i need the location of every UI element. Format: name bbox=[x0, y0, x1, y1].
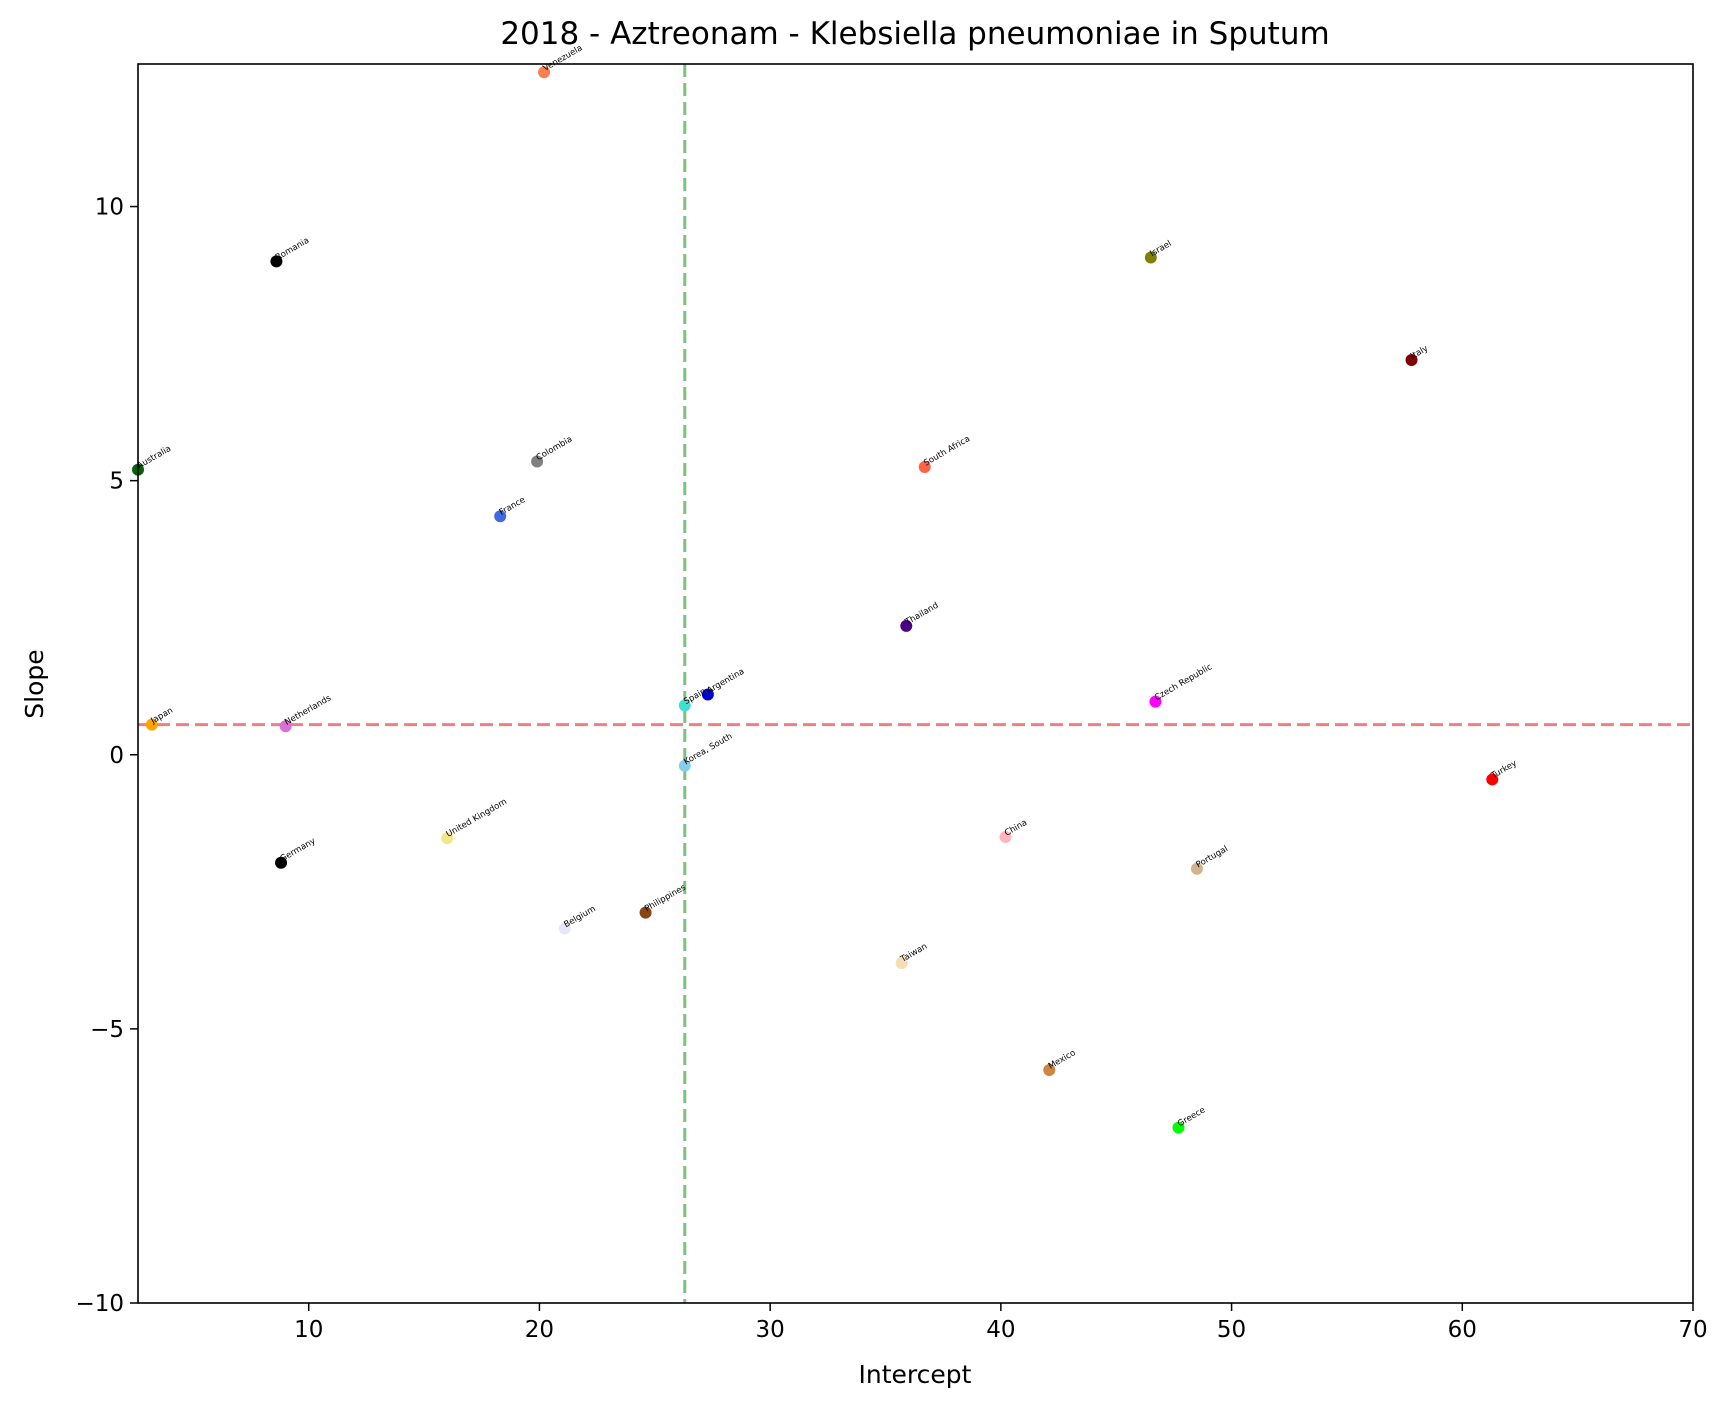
data-point bbox=[900, 619, 913, 632]
data-points bbox=[132, 66, 1499, 1134]
data-point bbox=[1190, 862, 1203, 875]
data-point bbox=[270, 255, 283, 268]
data-point bbox=[678, 759, 691, 772]
data-point bbox=[895, 957, 908, 970]
data-point bbox=[531, 455, 544, 468]
reference-lines bbox=[138, 64, 1693, 1303]
x-tick-label: 10 bbox=[294, 1317, 323, 1343]
x-tick-label: 30 bbox=[756, 1317, 785, 1343]
y-tick-label: 10 bbox=[95, 195, 124, 221]
y-tick-label: −5 bbox=[90, 1017, 124, 1043]
data-point bbox=[1486, 773, 1499, 786]
data-point bbox=[918, 460, 931, 473]
y-tick-label: 5 bbox=[109, 469, 124, 495]
y-tick-label: −10 bbox=[75, 1291, 124, 1317]
x-axis-label: Intercept bbox=[859, 1360, 972, 1389]
y-axis-ticks: −10 −5 0 5 10 bbox=[75, 195, 138, 1317]
data-point bbox=[999, 831, 1012, 844]
data-point bbox=[145, 718, 158, 731]
data-point bbox=[678, 699, 691, 712]
data-point bbox=[279, 720, 292, 733]
x-tick-label: 60 bbox=[1448, 1317, 1477, 1343]
data-point bbox=[1043, 1064, 1056, 1077]
x-axis-ticks: 10 20 30 40 50 60 70 bbox=[294, 1303, 1708, 1343]
data-point bbox=[1144, 251, 1157, 264]
data-point bbox=[1172, 1121, 1185, 1134]
data-point bbox=[1149, 695, 1162, 708]
x-tick-label: 20 bbox=[525, 1317, 554, 1343]
plot-frame bbox=[137, 63, 1694, 1304]
chart-title: 2018 - Aztreonam - Klebsiella pneumoniae… bbox=[500, 16, 1329, 52]
data-point bbox=[558, 922, 571, 935]
x-tick-label: 70 bbox=[1678, 1317, 1707, 1343]
y-axis-label: Slope bbox=[20, 649, 49, 718]
data-point bbox=[639, 906, 652, 919]
y-tick-label: 0 bbox=[109, 743, 124, 769]
data-point bbox=[1405, 354, 1418, 367]
data-point bbox=[275, 856, 288, 869]
data-point bbox=[494, 510, 507, 523]
x-tick-label: 40 bbox=[986, 1317, 1015, 1343]
data-point bbox=[441, 832, 454, 845]
data-point bbox=[538, 66, 551, 79]
x-tick-label: 50 bbox=[1217, 1317, 1246, 1343]
data-point bbox=[701, 688, 714, 701]
